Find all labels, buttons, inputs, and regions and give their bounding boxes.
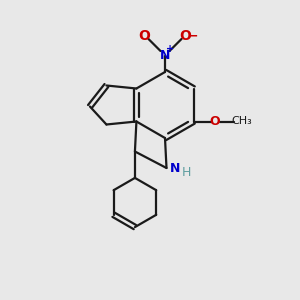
Text: N: N <box>170 161 181 175</box>
Text: CH₃: CH₃ <box>232 116 253 127</box>
Text: O: O <box>179 29 191 43</box>
Text: −: − <box>188 29 198 43</box>
Text: N: N <box>160 49 170 62</box>
Text: +: + <box>166 44 175 54</box>
Text: O: O <box>210 115 220 128</box>
Text: O: O <box>139 29 151 43</box>
Text: H: H <box>182 166 191 179</box>
